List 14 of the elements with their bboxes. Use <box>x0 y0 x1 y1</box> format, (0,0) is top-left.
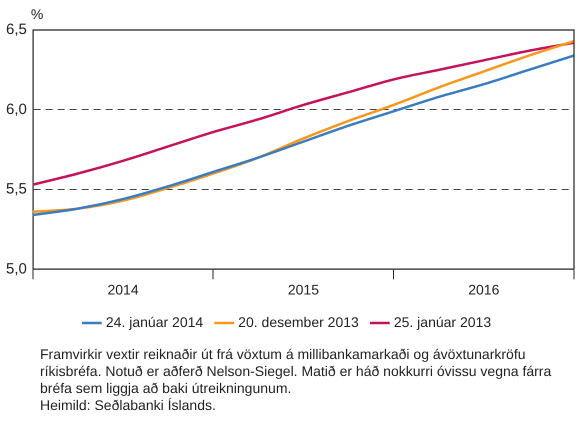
legend-label: 24. janúar 2014 <box>106 314 204 330</box>
text: Framvirkir vextir reiknaðir út frá vöxtum á millibankamarkaði og ávöxtunarkröfu ríkisbréfa. Notuð er aðferð Nelson-Siegel. Matið er háð nokkurri óvissu vegna fárra bréfa sem liggja að baki útreikningunum. <box>40 346 552 397</box>
x-tick-label: 2014 <box>107 281 139 298</box>
text: Heimild: Seðlabanki Íslands. <box>40 397 217 414</box>
x-tick-label: 2015 <box>288 281 320 298</box>
y-tick-label: 6,0 <box>6 100 27 118</box>
y-tick-label: 6,5 <box>6 21 27 38</box>
line-series <box>32 42 574 186</box>
y-tick-label: 5,5 <box>6 180 27 198</box>
legend-label: 20. desember 2013 <box>238 314 360 330</box>
x-tick-label: 2016 <box>468 281 500 298</box>
y-axis-title: % <box>30 6 44 22</box>
legend-label: 25. janúar 2013 <box>394 314 492 330</box>
y-tick-label: 5,0 <box>6 260 27 278</box>
